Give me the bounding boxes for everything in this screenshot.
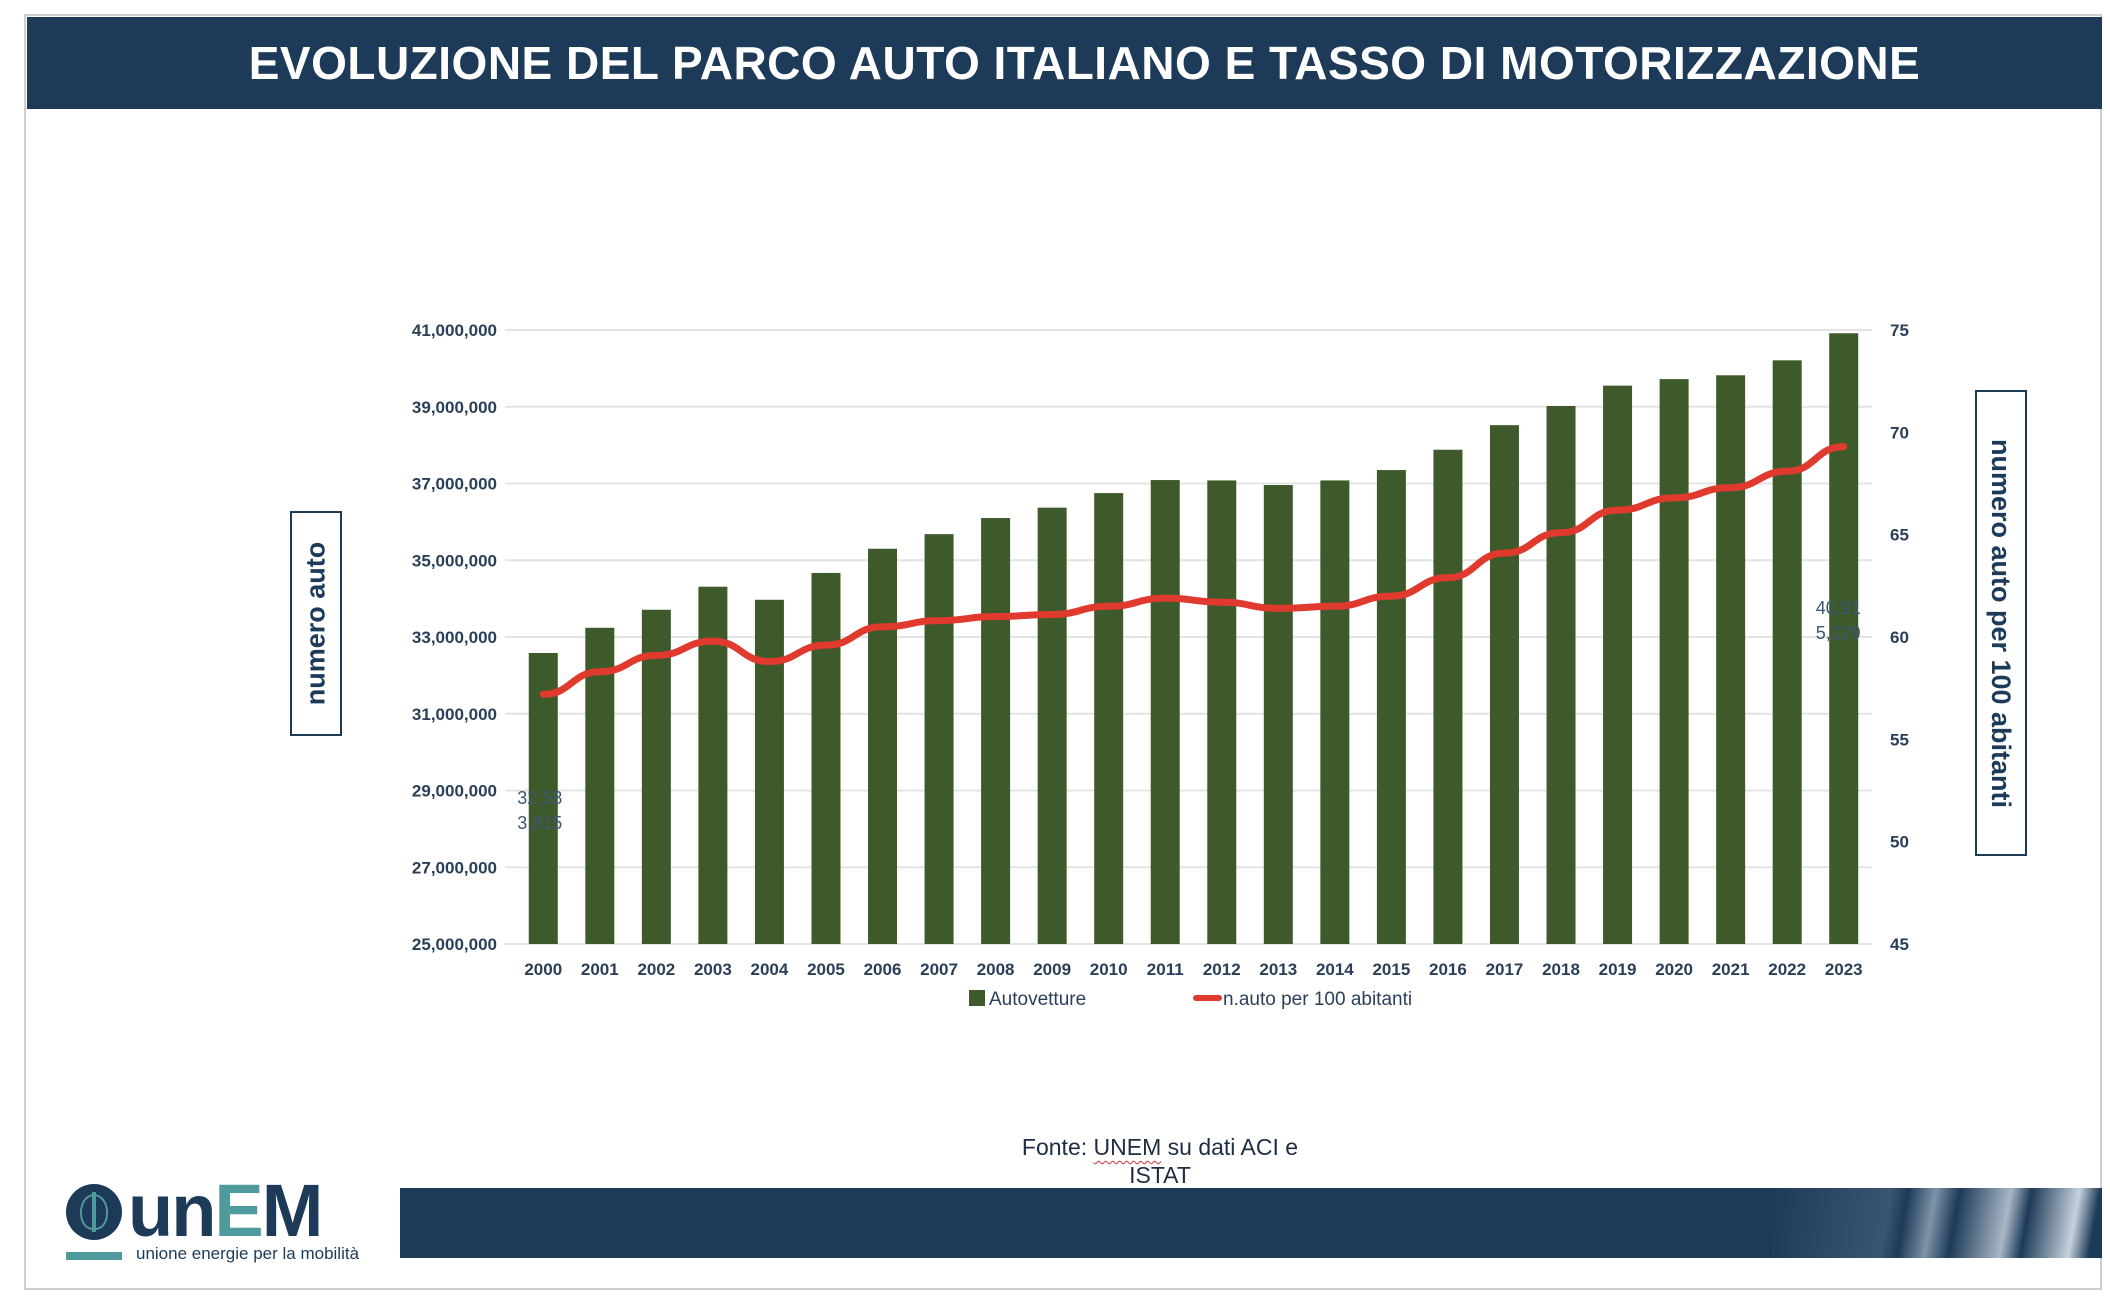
legend-label: n.auto per 100 abitanti (1223, 989, 1412, 1010)
bar (754, 599, 784, 944)
globe-icon (66, 1184, 122, 1240)
source-line2: ISTAT (1129, 1162, 1191, 1188)
x-tick-label: 2011 (1147, 960, 1184, 979)
bar (641, 609, 671, 944)
y2-tick-label: 75 (1890, 321, 1909, 340)
bar (1150, 480, 1180, 944)
x-tick-label: 2006 (864, 960, 902, 979)
x-tick-label: 2009 (1033, 960, 1071, 979)
y2-tick-label: 50 (1890, 833, 1909, 852)
page-title: EVOLUZIONE DEL PARCO AUTO ITALIANO E TAS… (248, 37, 1921, 89)
y-tick-label: 25,000,000 (412, 935, 497, 954)
x-tick-label: 2022 (1768, 960, 1806, 979)
x-tick-label: 2019 (1599, 960, 1637, 979)
bar (1037, 507, 1067, 944)
unem-logo: unEM unione energie per la mobilità (64, 1169, 384, 1266)
y-tick-label: 39,000,000 (412, 398, 497, 417)
x-tick-label: 2015 (1372, 960, 1410, 979)
x-tick-label: 2012 (1203, 960, 1241, 979)
data-label: 40,91 (1816, 598, 1861, 618)
x-tick-label: 2017 (1486, 960, 1524, 979)
right-axis-title-box: numero auto per 100 abitanti (1975, 390, 2027, 856)
bar (981, 518, 1011, 944)
x-tick-label: 2008 (977, 960, 1015, 979)
x-tick-label: 2023 (1825, 960, 1863, 979)
bar (1829, 333, 1859, 945)
footer-bar (400, 1188, 2102, 1258)
y2-tick-label: 65 (1890, 526, 1909, 545)
bar (1207, 480, 1237, 944)
bar (1772, 360, 1802, 944)
logo-accent-bar (66, 1252, 122, 1260)
footer-decoration (1772, 1188, 2102, 1258)
right-axis-title: numero auto per 100 abitanti (1986, 438, 2017, 808)
x-tick-label: 2018 (1542, 960, 1580, 979)
bar (698, 586, 728, 944)
bar (528, 652, 558, 944)
y-tick-label: 27,000,000 (412, 858, 497, 877)
bar (1376, 470, 1406, 944)
logo-wordmark: unEM (128, 1169, 323, 1252)
x-tick-label: 2005 (807, 960, 845, 979)
bar (924, 534, 954, 944)
bar (1489, 425, 1519, 944)
bar (1094, 493, 1124, 944)
source-org: UNEM (1093, 1134, 1162, 1160)
y-tick-label: 37,000,000 (412, 475, 497, 494)
y2-tick-label: 70 (1890, 423, 1909, 442)
data-label: 5,229 (1816, 623, 1861, 643)
bar (1716, 375, 1746, 945)
x-tick-label: 2003 (694, 960, 732, 979)
data-label: 3,815 (517, 813, 562, 833)
legend-label: Autovetture (989, 989, 1086, 1010)
bar (585, 627, 615, 944)
x-tick-label: 2007 (920, 960, 958, 979)
y-tick-label: 33,000,000 (412, 628, 497, 647)
y-tick-label: 35,000,000 (412, 551, 497, 570)
bar (1263, 485, 1293, 944)
source-prefix: Fonte: (1021, 1134, 1094, 1160)
y2-tick-label: 60 (1890, 628, 1909, 647)
source-rest: su dati ACI e (1161, 1134, 1299, 1160)
x-tick-label: 2014 (1316, 960, 1354, 979)
y-tick-label: 29,000,000 (412, 782, 497, 801)
left-axis-title-box: numero auto (290, 511, 342, 736)
bar (1659, 379, 1689, 944)
x-tick-label: 2004 (751, 960, 789, 979)
x-tick-label: 2010 (1090, 960, 1128, 979)
x-tick-label: 2016 (1429, 960, 1467, 979)
x-tick-label: 2021 (1712, 960, 1750, 979)
x-tick-label: 2020 (1655, 960, 1693, 979)
left-axis-title: numero auto (300, 541, 331, 706)
bar (1603, 385, 1633, 944)
y-tick-label: 31,000,000 (412, 705, 497, 724)
y-tick-label: 41,000,000 (412, 321, 497, 340)
bar (1320, 480, 1350, 944)
bar (1433, 449, 1463, 944)
bar (1546, 405, 1576, 944)
x-tick-label: 2001 (581, 960, 619, 979)
y2-tick-label: 55 (1890, 730, 1909, 749)
line-series (539, 443, 1848, 698)
source-note: Fonte: UNEM su dati ACI e ISTAT (940, 1133, 1380, 1189)
x-tick-label: 2000 (524, 960, 562, 979)
x-tick-label: 2013 (1259, 960, 1297, 979)
data-label: 32,58 (517, 788, 562, 808)
y2-tick-label: 45 (1890, 935, 1909, 954)
logo-tagline: unione energie per la mobilità (136, 1244, 360, 1263)
slide-frame (24, 14, 2102, 1290)
bar (811, 572, 841, 944)
x-tick-label: 2002 (637, 960, 675, 979)
bar (868, 548, 898, 944)
title-bar: EVOLUZIONE DEL PARCO AUTO ITALIANO E TAS… (27, 17, 2102, 109)
legend-swatch-bars (969, 990, 985, 1006)
